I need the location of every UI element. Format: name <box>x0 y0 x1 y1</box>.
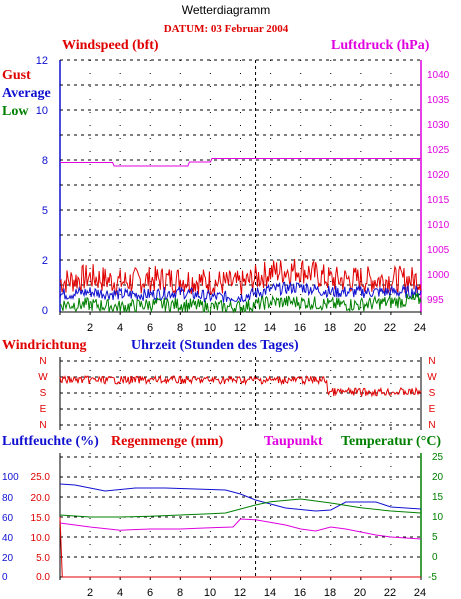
x-tick-label: 10 <box>204 587 216 599</box>
wind-ytick-label: 12 <box>36 55 48 67</box>
humidity-ytick-label: 100 <box>2 472 19 483</box>
wind-series <box>59 158 422 314</box>
luftfeuchte-title: Luftfeuchte (%) <box>2 434 99 449</box>
x-tick-label: 22 <box>384 587 396 599</box>
dir-label-left: W <box>38 372 48 383</box>
dir-label-right: N <box>428 356 435 367</box>
humid-grid <box>59 453 422 580</box>
x-tick-label: 2 <box>87 322 93 334</box>
series-line-luftfeuchte <box>59 483 422 512</box>
x-tick-label: 4 <box>117 322 123 334</box>
humidity-ytick-label: 20 <box>2 553 14 564</box>
x-tick-label: 22 <box>384 322 396 334</box>
rain-ytick-label: 15.0 <box>31 513 51 524</box>
rain-ytick-label: 5.0 <box>36 553 50 564</box>
temp-ytick-label: -5 <box>428 572 437 583</box>
humidity-ytick-label: 0 <box>2 572 8 583</box>
series-line-windrichtung <box>59 374 422 398</box>
temp-ytick-label: 5 <box>432 532 438 543</box>
x-tick-label: 4 <box>117 587 123 599</box>
series-line-gust <box>59 258 422 296</box>
temp-ytick-label: 15 <box>432 492 444 503</box>
x-tick-label: 12 <box>234 322 246 334</box>
x-tick-label: 24 <box>414 587 426 599</box>
pressure-ytick-label: 1005 <box>427 245 450 256</box>
legend-average: Average <box>2 86 51 101</box>
dir-grid <box>59 357 422 430</box>
temp-ytick-label: 0 <box>432 552 438 563</box>
pressure-ytick-label: 1030 <box>427 120 450 131</box>
x-tick-label: 20 <box>354 587 366 599</box>
dir-label-left: S <box>40 388 47 399</box>
dir-label-left: E <box>40 404 47 415</box>
rain-ytick-label: 20.0 <box>31 493 51 504</box>
pressure-ytick-label: 1040 <box>427 70 450 81</box>
wind-ytick-label: 8 <box>42 155 48 167</box>
pressure-ytick-label: 1035 <box>427 95 450 106</box>
x-tick-label: 18 <box>324 587 336 599</box>
pressure-ytick-label: 1015 <box>427 195 450 206</box>
x-tick-label: 14 <box>264 587 276 599</box>
wind-ytick-label: 10 <box>36 105 48 117</box>
dir-label-right: E <box>429 404 436 415</box>
x-tick-label: 2 <box>87 587 93 599</box>
diagram-title: Wetterdiagramm <box>182 3 270 17</box>
series-line-low <box>59 291 422 314</box>
rain-ytick-label: 25.0 <box>31 472 51 483</box>
dir-label-left: N <box>39 420 46 431</box>
x-tick-label: 16 <box>294 587 306 599</box>
rain-ytick-label: 10.0 <box>31 533 51 544</box>
x-tick-label: 20 <box>354 322 366 334</box>
series-line-taupunkt <box>59 518 422 540</box>
dir-label-right: W <box>427 372 437 383</box>
date-label: DATUM: 03 Februar 2004 <box>164 23 289 35</box>
x-tick-label: 16 <box>294 322 306 334</box>
uhrzeit-label: Uhrzeit (Stunden des Tages) <box>131 338 299 353</box>
temperatur-title: Temperatur (°C) <box>341 434 441 449</box>
x-tick-label: 6 <box>147 587 153 599</box>
humidity-ytick-label: 40 <box>2 533 14 544</box>
rain-ytick-label: 0.0 <box>36 572 50 583</box>
legend-low: Low <box>2 104 29 119</box>
x-tick-label: 14 <box>264 322 276 334</box>
temp-ytick-label: 10 <box>432 512 444 523</box>
luftdruck-title: Luftdruck (hPa) <box>331 38 430 53</box>
windspeed-title: Windspeed (bft) <box>62 38 159 53</box>
humidity-ytick-label: 80 <box>2 493 14 504</box>
pressure-ytick-label: 995 <box>427 295 444 306</box>
x-tick-label: 6 <box>147 322 153 334</box>
pressure-ytick-label: 1025 <box>427 145 450 156</box>
humidity-ytick-label: 60 <box>2 513 14 524</box>
dir-label-right: S <box>429 388 436 399</box>
series-line-average <box>59 281 422 303</box>
series-line-temperatur <box>59 498 422 518</box>
x-tick-label: 12 <box>234 587 246 599</box>
humid-series <box>59 483 422 578</box>
wind-ytick-label: 2 <box>42 255 48 267</box>
x-tick-label: 10 <box>204 322 216 334</box>
legend-gust: Gust <box>2 68 31 83</box>
dir-label-right: N <box>428 420 435 431</box>
pressure-ytick-label: 1000 <box>427 270 450 281</box>
x-tick-label: 8 <box>177 587 183 599</box>
x-tick-label: 18 <box>324 322 336 334</box>
temp-ytick-label: 20 <box>432 472 444 483</box>
regenmenge-title: Regenmenge (mm) <box>111 434 224 449</box>
wind-ytick-label: 0 <box>42 305 48 317</box>
taupunkt-title: Taupunkt <box>264 434 323 449</box>
series-line-luftdruck <box>60 158 421 167</box>
x-tick-label: 24 <box>414 322 426 334</box>
dir-series <box>59 374 422 398</box>
temp-ytick-label: 25 <box>432 452 444 463</box>
pressure-ytick-label: 1010 <box>427 220 450 231</box>
dir-label-left: N <box>39 356 46 367</box>
series-line-regenmenge <box>59 516 421 578</box>
x-tick-label: 8 <box>177 322 183 334</box>
windrichtung-title: Windrichtung <box>2 338 87 353</box>
wind-ytick-label: 5 <box>42 205 48 217</box>
pressure-ytick-label: 1020 <box>427 170 450 181</box>
